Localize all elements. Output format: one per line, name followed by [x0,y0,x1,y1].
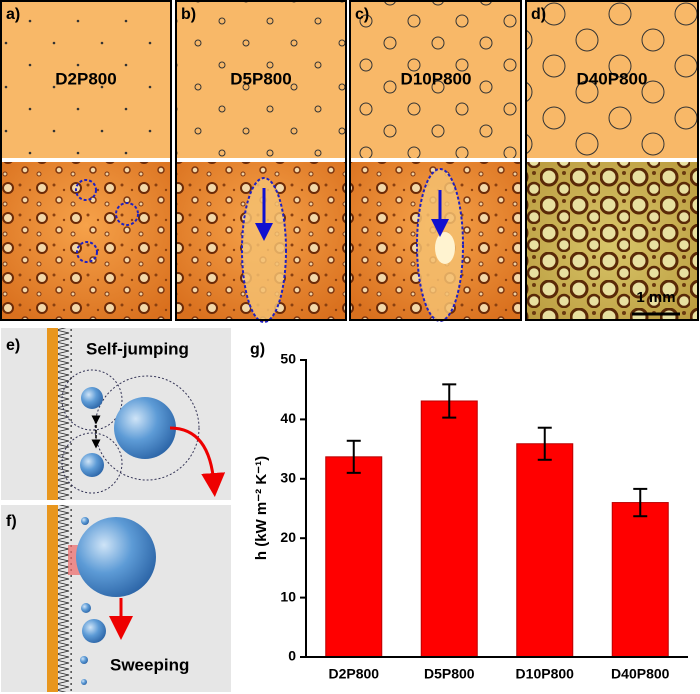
panel-name: D5P800 [230,69,291,88]
substrate [47,505,58,692]
droplet [114,397,176,459]
droplet [81,603,91,613]
droplet [76,517,156,597]
droplet [80,656,88,664]
panel-f: f) Sweeping [1,505,231,692]
y-axis-label: h (kW m⁻² K⁻¹) [253,456,270,560]
dashed-outline [94,375,200,481]
droplet [80,453,104,477]
bar [516,443,574,658]
panel-label: e) [6,337,20,354]
highlight [416,168,464,322]
panel-label: g) [250,341,265,358]
panel-label: c) [355,6,369,23]
pattern-dots [1,1,171,158]
panel-border [349,0,522,321]
arrow [169,426,226,497]
panel-b: b) D5P800 [175,0,347,323]
panel-c: c) D10P800 [349,0,522,322]
pattern-dots [526,1,698,158]
swept-zone [242,178,286,322]
highlight [241,177,287,323]
x-tick-label: D5P800 [424,666,475,682]
panel-name: D10P800 [401,69,472,88]
bar [325,456,383,658]
bar-chart: g) h (kW m⁻² K⁻¹) 0 10 20 30 40 50 D2P800 D5P80… [250,341,688,682]
substrate [47,328,58,500]
schematic-bg [1,328,231,500]
highlight [76,241,98,263]
panel-border [0,0,172,321]
droplets [526,162,698,320]
panel-label: a) [6,6,20,23]
y-tick-label: 40 [280,410,296,426]
sweeping-drop [435,232,455,264]
nanostructure [58,505,72,692]
panel-label: f) [6,513,17,530]
x-tick-label: D40P800 [611,666,670,682]
y-tick-label: 30 [280,470,296,486]
pattern-dots [176,1,346,158]
y-tick-label: 20 [280,529,296,545]
panel-e: e) Self-jumping [1,328,231,500]
x-tick-label: D10P800 [516,666,575,682]
caption: Sweeping [110,655,189,674]
y-tick-label: 10 [280,588,296,604]
dashed-outline [61,369,123,431]
highlight [115,202,139,226]
caption: Self-jumping [86,339,189,358]
bar [420,400,478,658]
x-tick-label: D2P800 [328,666,379,682]
nanostructure [58,328,72,500]
highlight [75,179,97,201]
bar [611,502,669,658]
pattern-dots [350,1,521,158]
y-tick-label: 50 [280,351,296,367]
scale-bar-label: 1 mm [636,289,675,306]
panel-border [525,0,699,321]
droplets [1,162,171,320]
panel-a: a) D2P800 [0,0,172,321]
panel-d: d) D40P800 1 mm [525,0,699,321]
droplet [81,517,89,525]
panel-name: D40P800 [577,69,648,88]
y-tick-label: 0 [288,648,296,664]
droplet [81,387,103,409]
panel-border [175,0,347,321]
droplet [81,679,87,685]
panel-name: D2P800 [55,69,116,88]
panel-label: b) [181,6,196,23]
panel-label: d) [531,6,546,23]
droplet [82,619,106,643]
